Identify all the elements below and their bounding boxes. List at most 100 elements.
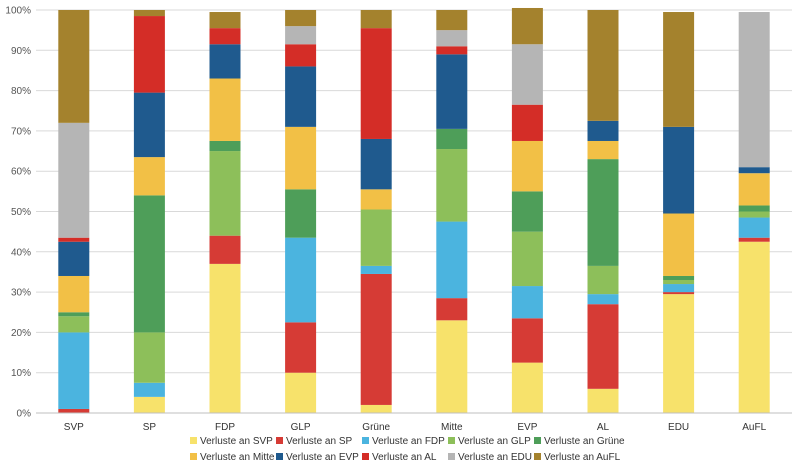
x-tick-label: EVP xyxy=(517,422,537,433)
legend-label: Verluste an FDP xyxy=(372,436,445,447)
y-tick-label: 80% xyxy=(11,86,31,97)
bar-segment xyxy=(738,241,770,413)
bar-segment xyxy=(360,28,392,139)
bar-segment xyxy=(738,211,770,218)
x-tick-label: GLP xyxy=(291,422,311,433)
bar-segment xyxy=(587,159,619,266)
y-axis: 0% 10% 20% 30% 40% 50% 60% 70% 80% 90% 100% xyxy=(5,6,31,420)
legend-label: Verluste an EVP xyxy=(286,452,359,463)
x-tick-label: Mitte xyxy=(441,422,463,433)
y-tick-label: 10% xyxy=(11,368,31,379)
x-tick-label: EDU xyxy=(668,422,689,433)
bar-segment xyxy=(285,372,317,413)
bar-segment xyxy=(587,265,619,295)
bar-segment xyxy=(663,12,695,127)
y-tick-label: 60% xyxy=(11,167,31,178)
bar-segment xyxy=(133,92,165,158)
bar-segment xyxy=(587,294,619,305)
legend-item: Verluste an EDU xyxy=(448,452,532,463)
bar-segment xyxy=(360,189,392,210)
bar-segment xyxy=(360,209,392,266)
legend-swatch xyxy=(276,453,283,460)
bar-segment xyxy=(58,332,90,409)
bar-segment xyxy=(360,265,392,274)
bar-segment xyxy=(133,10,165,17)
bar-segment xyxy=(436,54,468,129)
bar-segment xyxy=(663,292,695,295)
legend-label: Verluste an SP xyxy=(286,436,352,447)
bar-segment xyxy=(209,140,241,152)
bar-segment xyxy=(738,217,770,238)
legend-swatch xyxy=(190,453,197,460)
bar-segment xyxy=(58,241,90,276)
bar-segment xyxy=(587,388,619,413)
bar-segment xyxy=(58,275,90,313)
bar-segment xyxy=(511,7,543,45)
legend-swatch xyxy=(534,437,541,444)
bar-segment xyxy=(511,104,543,141)
x-tick-label: AL xyxy=(597,422,610,433)
bar-segment xyxy=(209,263,241,413)
legend-label: Verluste an Mitte xyxy=(200,452,275,463)
bar-segment xyxy=(133,396,165,413)
legend-swatch xyxy=(276,437,283,444)
legend-label: Verluste an Grüne xyxy=(544,436,625,447)
bar-segment xyxy=(360,10,392,29)
bar-segment xyxy=(663,280,695,285)
x-tick-label: Grüne xyxy=(362,422,390,433)
bar-segment xyxy=(436,30,468,47)
legend-swatch xyxy=(448,437,455,444)
y-tick-label: 30% xyxy=(11,288,31,299)
bar-segment xyxy=(285,26,317,45)
bar-segment xyxy=(209,28,241,45)
bar-segment xyxy=(738,205,770,212)
legend-swatch xyxy=(190,437,197,444)
bar-segment xyxy=(587,120,619,141)
bar-segment xyxy=(738,167,770,174)
y-tick-label: 40% xyxy=(11,247,31,258)
bar-segment xyxy=(436,298,468,321)
x-tick-label: SP xyxy=(143,422,157,433)
bar-segment xyxy=(58,312,90,317)
bar-segment xyxy=(58,10,90,123)
legend-item: Verluste an GLP xyxy=(448,436,531,447)
legend-label: Verluste an AuFL xyxy=(544,452,621,463)
legend-label: Verluste an AL xyxy=(372,452,437,463)
x-tick-label: SVP xyxy=(64,422,84,433)
bar-segment xyxy=(587,304,619,389)
bar-segment xyxy=(133,157,165,196)
bar-segment xyxy=(663,275,695,281)
bar-segment xyxy=(285,126,317,190)
bar-segment xyxy=(209,151,241,236)
bar-segment xyxy=(436,46,468,55)
bar-segment xyxy=(511,44,543,105)
legend-swatch xyxy=(362,453,369,460)
bar-segment xyxy=(285,237,317,323)
bar-segment xyxy=(663,126,695,214)
legend-item: Verluste an SP xyxy=(276,436,352,447)
legend-item: Verluste an AuFL xyxy=(534,452,621,463)
bar-segment xyxy=(738,237,770,242)
bar-segment xyxy=(663,284,695,293)
bar-segment xyxy=(58,316,90,333)
bar-segment xyxy=(285,10,317,27)
bar-segment xyxy=(58,237,90,242)
bar-segment xyxy=(133,16,165,93)
bar-segment xyxy=(511,231,543,287)
bar-segment xyxy=(436,149,468,222)
bar-segment xyxy=(285,189,317,238)
bar-segment xyxy=(133,332,165,383)
bar-segment xyxy=(511,318,543,363)
bar-segment xyxy=(436,221,468,299)
bar-segment xyxy=(58,122,90,238)
y-tick-label: 70% xyxy=(11,126,31,137)
legend-label: Verluste an GLP xyxy=(458,436,531,447)
bar-segment xyxy=(360,273,392,405)
legend-item: Verluste an EVP xyxy=(276,452,359,463)
legend-swatch xyxy=(534,453,541,460)
bar-segment xyxy=(738,12,770,168)
bar-segment xyxy=(587,140,619,160)
legend-item: Verluste an Mitte xyxy=(190,452,275,463)
legend-label: Verluste an SVP xyxy=(200,436,273,447)
